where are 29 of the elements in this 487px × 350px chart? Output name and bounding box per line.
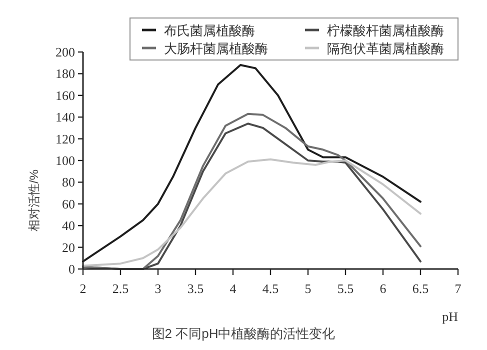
x-tick-label: 2 xyxy=(80,281,86,296)
y-tick-label: 100 xyxy=(56,153,75,168)
y-tick-label: 0 xyxy=(68,262,75,276)
x-tick-label: 4 xyxy=(230,281,237,296)
ylabel: 相对活性/% xyxy=(27,170,41,232)
y-tick-label: 40 xyxy=(62,218,75,234)
x-tick-label: 3.5 xyxy=(187,281,204,296)
x-tick-label: 5.5 xyxy=(337,281,354,296)
x-tick-label: 5 xyxy=(304,281,312,296)
y-tick-label: 120 xyxy=(56,131,75,146)
title: 图2 不同pH中植酸酶的活性变化 xyxy=(152,326,336,341)
x-tick-label: 3 xyxy=(154,281,162,296)
x-tick-label: 2.5 xyxy=(112,281,129,296)
x-tick-label: 6 xyxy=(380,281,387,296)
xlabel: pH xyxy=(442,309,458,324)
legend-label: 柠檬酸杆菌属植酸酶 xyxy=(327,23,444,38)
y-tick-label: 80 xyxy=(62,174,75,190)
y-tick-label: 20 xyxy=(62,240,75,255)
y-tick-label: 160 xyxy=(56,88,75,103)
legend-label: 布氏菌属植酸酶 xyxy=(164,23,255,38)
y-tick-label: 200 xyxy=(56,44,75,60)
x-tick-label: 6.5 xyxy=(412,281,429,296)
legend-label: 隔孢伏革菌属植酸酶 xyxy=(327,41,444,56)
y-tick-label: 180 xyxy=(56,66,75,82)
legend-label: 大肠杆菌属植酸酶 xyxy=(164,41,268,56)
y-tick-label: 140 xyxy=(56,110,75,125)
x-tick-label: 4.5 xyxy=(262,281,279,296)
y-tick-label: 60 xyxy=(62,196,75,212)
x-tick-label: 7 xyxy=(454,281,462,296)
